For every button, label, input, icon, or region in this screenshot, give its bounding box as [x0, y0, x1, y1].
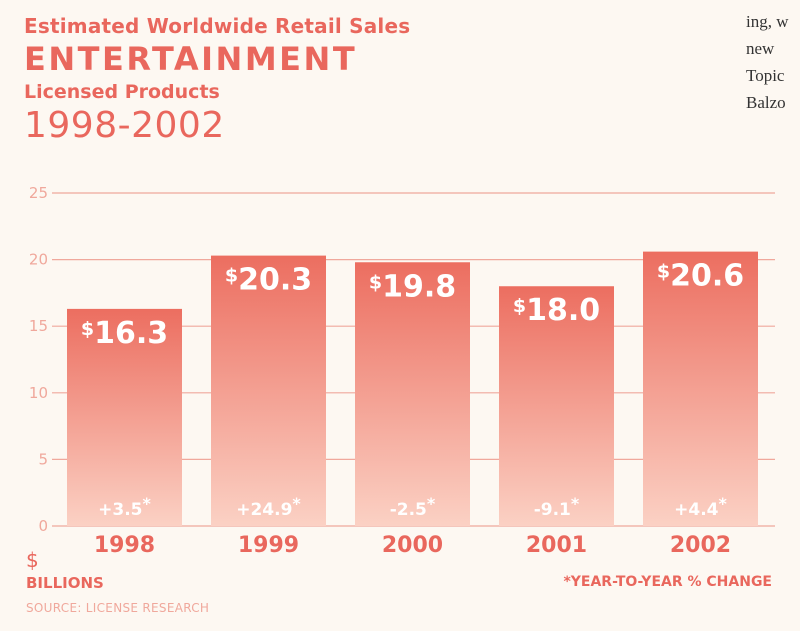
- x-category-label: 2000: [382, 533, 443, 558]
- chart-subtitle: Licensed Products: [24, 81, 220, 103]
- x-category-label: 2002: [670, 533, 731, 558]
- bar-value-label: $20.3: [225, 263, 312, 298]
- source-credit: SOURCE: LICENSE RESEARCH: [26, 601, 210, 615]
- bar: [211, 255, 326, 526]
- bar-value-label: $18.0: [513, 293, 600, 328]
- change-footnote: *YEAR-TO-YEAR % CHANGE: [563, 574, 772, 590]
- y-tick-label: 5: [38, 450, 48, 468]
- body-text-line: ing, w: [746, 12, 789, 31]
- chart-year-range: 1998-2002: [24, 105, 225, 146]
- bar: [499, 286, 614, 526]
- bar-change-label: -9.1*: [534, 494, 580, 520]
- bar-value-label: $16.3: [81, 316, 168, 351]
- bars-layer: $16.3 +3.5* 1998 $20.3 +24.9* 1999 $19.8 -2.5* 2…: [67, 251, 758, 558]
- adjacent-body-text: ing, w new Topic Balzo: [746, 8, 800, 116]
- bar-change-label: +3.5*: [98, 494, 151, 520]
- bar-change-label: +4.4*: [674, 494, 727, 520]
- x-category-label: 1999: [238, 533, 299, 558]
- chart-title-block: Estimated Worldwide Retail Sales ENTERTA…: [24, 14, 410, 146]
- unit-label: BILLIONS: [26, 574, 104, 592]
- bar-value-label: $19.8: [369, 269, 456, 304]
- bar: [67, 308, 182, 526]
- chart-subtitle-top: Estimated Worldwide Retail Sales: [24, 14, 411, 38]
- bar-change-label: -2.5*: [390, 494, 436, 520]
- body-text-line: new: [746, 39, 775, 58]
- chart-title: ENTERTAINMENT: [24, 40, 358, 78]
- x-category-label: 2001: [526, 533, 587, 558]
- bar-change-label: +24.9*: [236, 494, 301, 520]
- unit-symbol: $: [26, 548, 39, 572]
- x-category-label: 1998: [94, 533, 155, 558]
- y-tick-label: 20: [29, 251, 48, 269]
- y-tick-label: 10: [29, 384, 48, 402]
- body-text-line: Topic: [746, 66, 785, 85]
- y-tick-label: 0: [38, 517, 48, 535]
- bar-value-label: $20.6: [657, 259, 744, 294]
- bar: [643, 251, 758, 526]
- y-tick-label: 25: [29, 184, 48, 202]
- body-text-line: Balzo: [746, 93, 786, 112]
- bar: [355, 262, 470, 526]
- y-tick-label: 15: [29, 317, 48, 335]
